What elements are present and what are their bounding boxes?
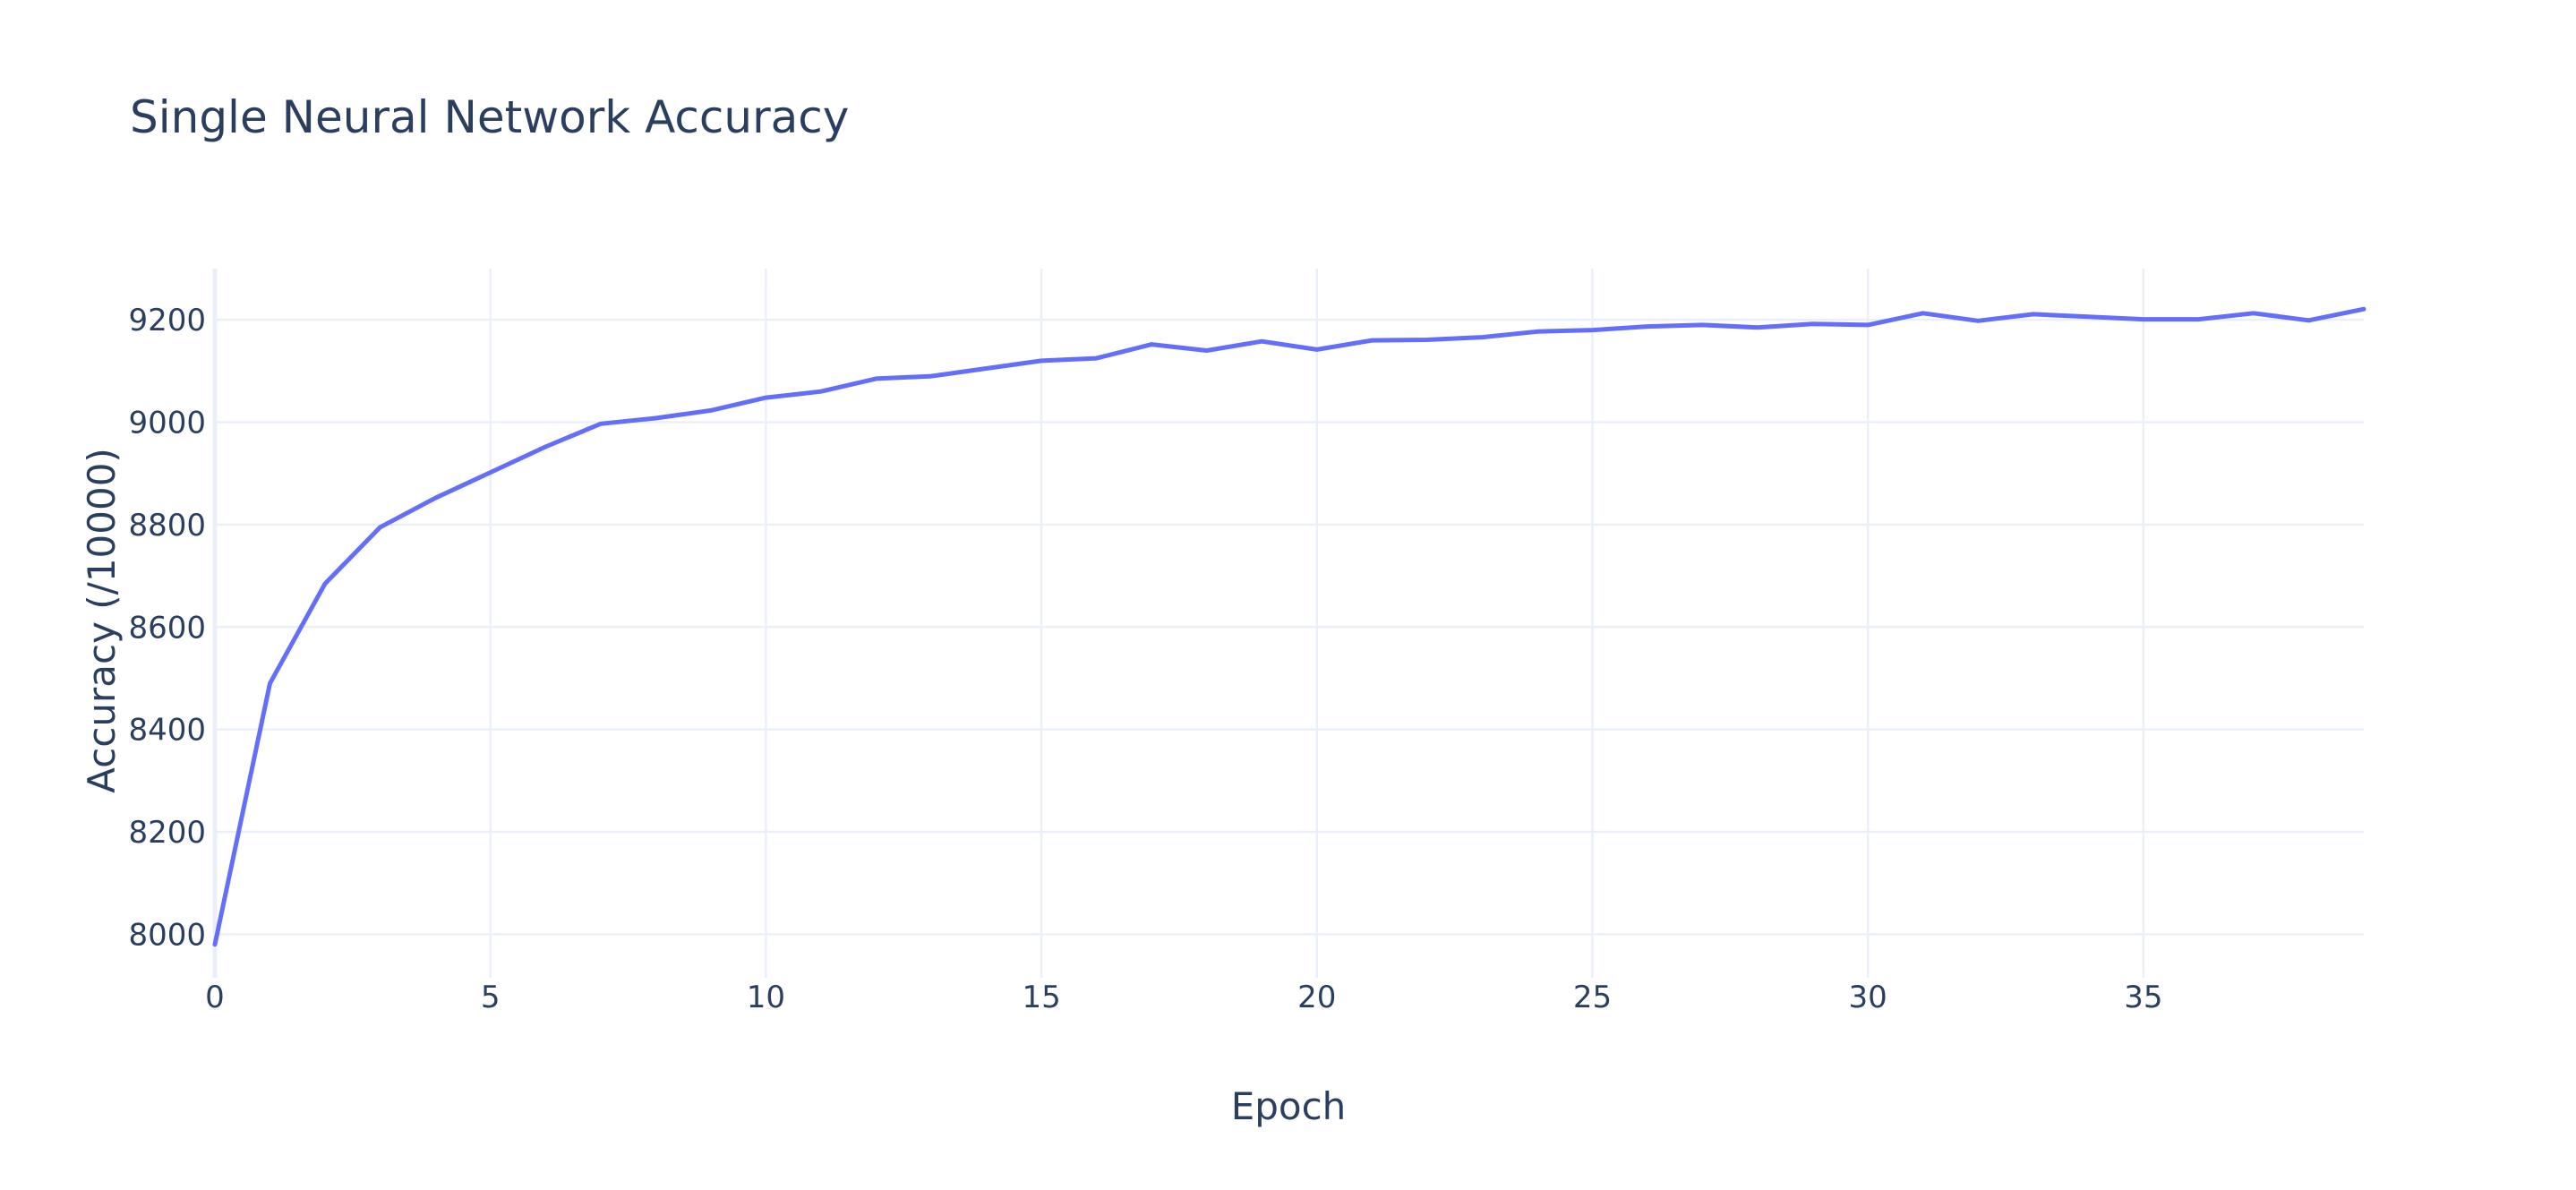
x-tick-label: 0 [205,980,225,1015]
y-tick-label: 8200 [128,815,206,851]
y-tick-label: 8400 [128,713,206,749]
x-tick-label: 35 [2124,980,2162,1015]
x-tick-label: 25 [1573,980,1612,1015]
y-tick-label: 9200 [128,303,206,338]
grid-lines [212,269,2364,978]
chart-title: Single Neural Network Accuracy [130,91,849,143]
y-tick-label: 9000 [128,406,206,441]
x-tick-label: 10 [747,980,785,1015]
y-axis-title: Accuracy (/10000) [80,448,124,793]
x-tick-label: 30 [1849,980,1887,1015]
y-tick-label: 8000 [128,917,206,953]
y-tick-label: 8800 [128,508,206,544]
y-axis-ticks: 8000 8200 8400 8600 8800 9000 9200 [128,303,206,953]
x-axis-ticks: 0 5 10 15 20 25 30 35 [205,980,2162,1015]
x-tick-label: 20 [1297,980,1336,1015]
series-layer [212,306,2366,947]
x-axis-title: Epoch [1231,1084,1347,1128]
y-tick-label: 8600 [128,610,206,646]
x-tick-label: 15 [1022,980,1060,1015]
series-line [212,306,2366,947]
x-tick-label: 5 [481,980,501,1015]
